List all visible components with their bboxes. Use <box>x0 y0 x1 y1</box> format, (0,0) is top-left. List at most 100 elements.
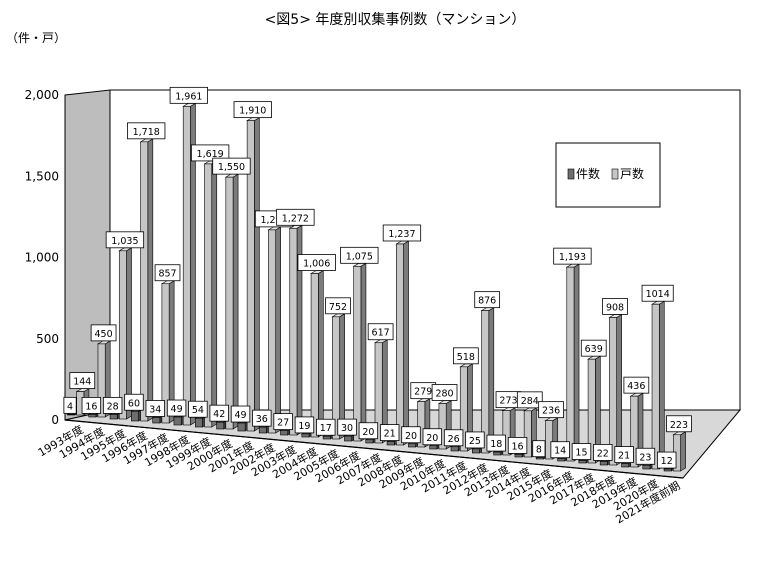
svg-text:1,550: 1,550 <box>218 162 245 173</box>
data-label: 26 <box>443 429 464 447</box>
legend-swatch-units <box>611 168 619 180</box>
svg-text:22: 22 <box>597 448 609 459</box>
data-label: 518 <box>453 347 479 365</box>
data-label: 8 <box>532 440 546 458</box>
data-label: 908 <box>602 298 628 315</box>
svg-text:284: 284 <box>521 396 539 407</box>
data-label: 223 <box>666 415 692 433</box>
svg-text:36: 36 <box>256 414 268 425</box>
y-tick-label: 0 <box>51 413 59 427</box>
svg-text:17: 17 <box>320 423 332 434</box>
data-label: 1,910 <box>233 101 272 119</box>
bar-units <box>565 263 581 462</box>
svg-text:49: 49 <box>234 410 246 421</box>
svg-text:280: 280 <box>435 389 453 400</box>
svg-text:12: 12 <box>661 456 673 467</box>
y-tick-label: 1,500 <box>25 169 59 183</box>
data-label: 20 <box>358 422 379 440</box>
data-label: 17 <box>316 418 336 436</box>
data-label: 1,193 <box>553 247 592 265</box>
data-label: 16 <box>81 396 102 414</box>
data-label: 49 <box>166 399 187 417</box>
svg-text:28: 28 <box>107 401 119 412</box>
data-label: 19 <box>294 416 315 434</box>
data-label: 1014 <box>641 284 674 302</box>
svg-text:1,193: 1,193 <box>559 252 586 263</box>
legend-swatch-count <box>567 168 575 180</box>
svg-text:1,237: 1,237 <box>388 229 415 240</box>
bars: 4 144 16 450 28 1,035 60 1,718 34 857 49 1,961 54 1,6… <box>63 86 692 472</box>
data-label: 22 <box>593 444 613 461</box>
bar-units <box>587 355 602 464</box>
bar-units <box>309 269 325 438</box>
data-label: 16 <box>507 436 528 454</box>
svg-text:518: 518 <box>457 352 475 363</box>
svg-text:21: 21 <box>618 451 630 462</box>
svg-text:1,910: 1,910 <box>239 106 266 117</box>
svg-text:20: 20 <box>426 433 438 444</box>
data-label: 34 <box>145 400 165 417</box>
data-label: 436 <box>623 376 650 394</box>
svg-text:1014: 1014 <box>646 289 670 300</box>
x-axis-line <box>64 419 684 479</box>
svg-text:1,250: 1,250 <box>260 215 287 226</box>
data-label: 450 <box>90 324 117 342</box>
y-tick-label: 500 <box>36 332 59 346</box>
data-label: 639 <box>580 339 607 357</box>
data-label: 36 <box>252 409 272 427</box>
data-label: 54 <box>188 400 208 418</box>
bar-units <box>395 240 410 446</box>
svg-text:20: 20 <box>362 427 374 438</box>
data-label: 876 <box>474 291 501 309</box>
legend: 件数 戸数 <box>555 142 661 208</box>
data-label: 1,006 <box>297 254 336 271</box>
data-label: 617 <box>367 323 394 341</box>
svg-text:144: 144 <box>73 377 91 388</box>
svg-text:617: 617 <box>372 328 390 339</box>
svg-text:30: 30 <box>341 423 353 434</box>
svg-text:1,718: 1,718 <box>133 127 160 138</box>
bar-units <box>480 307 495 454</box>
svg-text:16: 16 <box>512 441 524 452</box>
bar-units <box>352 262 368 442</box>
data-label: 21 <box>614 446 634 463</box>
svg-text:21: 21 <box>384 429 396 440</box>
data-label: 60 <box>124 393 144 411</box>
svg-text:18: 18 <box>490 439 502 450</box>
svg-text:54: 54 <box>192 405 204 416</box>
svg-text:223: 223 <box>670 420 688 431</box>
data-label: 42 <box>209 404 229 422</box>
data-label: 4 <box>63 396 77 414</box>
data-label: 1,961 <box>169 86 208 104</box>
svg-text:1,035: 1,035 <box>111 236 138 247</box>
svg-text:273: 273 <box>499 396 517 407</box>
chart-title: <図5> 年度別収集事例数（マンション） <box>265 11 526 28</box>
bar-units <box>203 160 218 428</box>
svg-text:908: 908 <box>606 302 624 313</box>
data-label: 857 <box>154 264 181 282</box>
svg-text:8: 8 <box>536 445 542 456</box>
bar-units <box>288 224 304 436</box>
data-label: 30 <box>337 418 357 436</box>
data-label: 1,550 <box>212 157 251 175</box>
bar-units <box>608 313 623 466</box>
svg-text:752: 752 <box>329 302 347 313</box>
svg-text:34: 34 <box>149 404 161 415</box>
data-label: 27 <box>273 413 293 431</box>
svg-text:1,961: 1,961 <box>175 91 202 102</box>
svg-text:23: 23 <box>639 452 651 463</box>
data-label: 284 <box>516 391 543 409</box>
data-label: 25 <box>465 431 485 449</box>
svg-text:1,075: 1,075 <box>346 251 373 262</box>
svg-text:49: 49 <box>171 404 183 415</box>
svg-text:279: 279 <box>414 387 432 398</box>
svg-text:19: 19 <box>298 421 310 432</box>
svg-text:27: 27 <box>277 418 289 429</box>
data-label: 1,237 <box>382 224 422 242</box>
data-label: 14 <box>550 441 570 459</box>
data-label: 49 <box>230 405 251 423</box>
bar-units <box>650 300 666 470</box>
svg-text:450: 450 <box>95 329 113 340</box>
svg-text:25: 25 <box>469 436 481 447</box>
